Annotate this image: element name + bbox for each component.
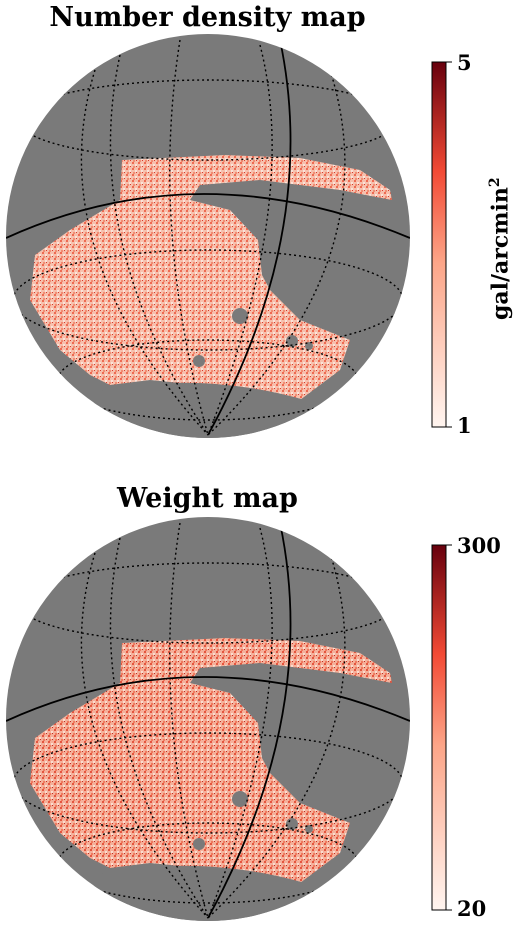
weight-panel: Weight map [0,465,520,930]
galactic-lines [6,39,410,436]
colorbar-unit-label: gal/arcmin2 [487,177,514,320]
galactic-lines [6,522,410,919]
colorbar-max-label: 300 [457,533,501,558]
number-density-panel: Number density map [6,2,514,438]
panel-title: Weight map [117,483,298,514]
weight-figure [6,517,452,921]
colorbar-min-label: 20 [457,896,487,921]
colorbar [431,61,452,428]
number-density-figure [6,34,452,438]
colorbar [431,544,452,911]
colorbar-min-label: 1 [457,413,472,438]
colorbar-max-label: 5 [457,50,472,75]
panel-title: Number density map [49,2,366,33]
